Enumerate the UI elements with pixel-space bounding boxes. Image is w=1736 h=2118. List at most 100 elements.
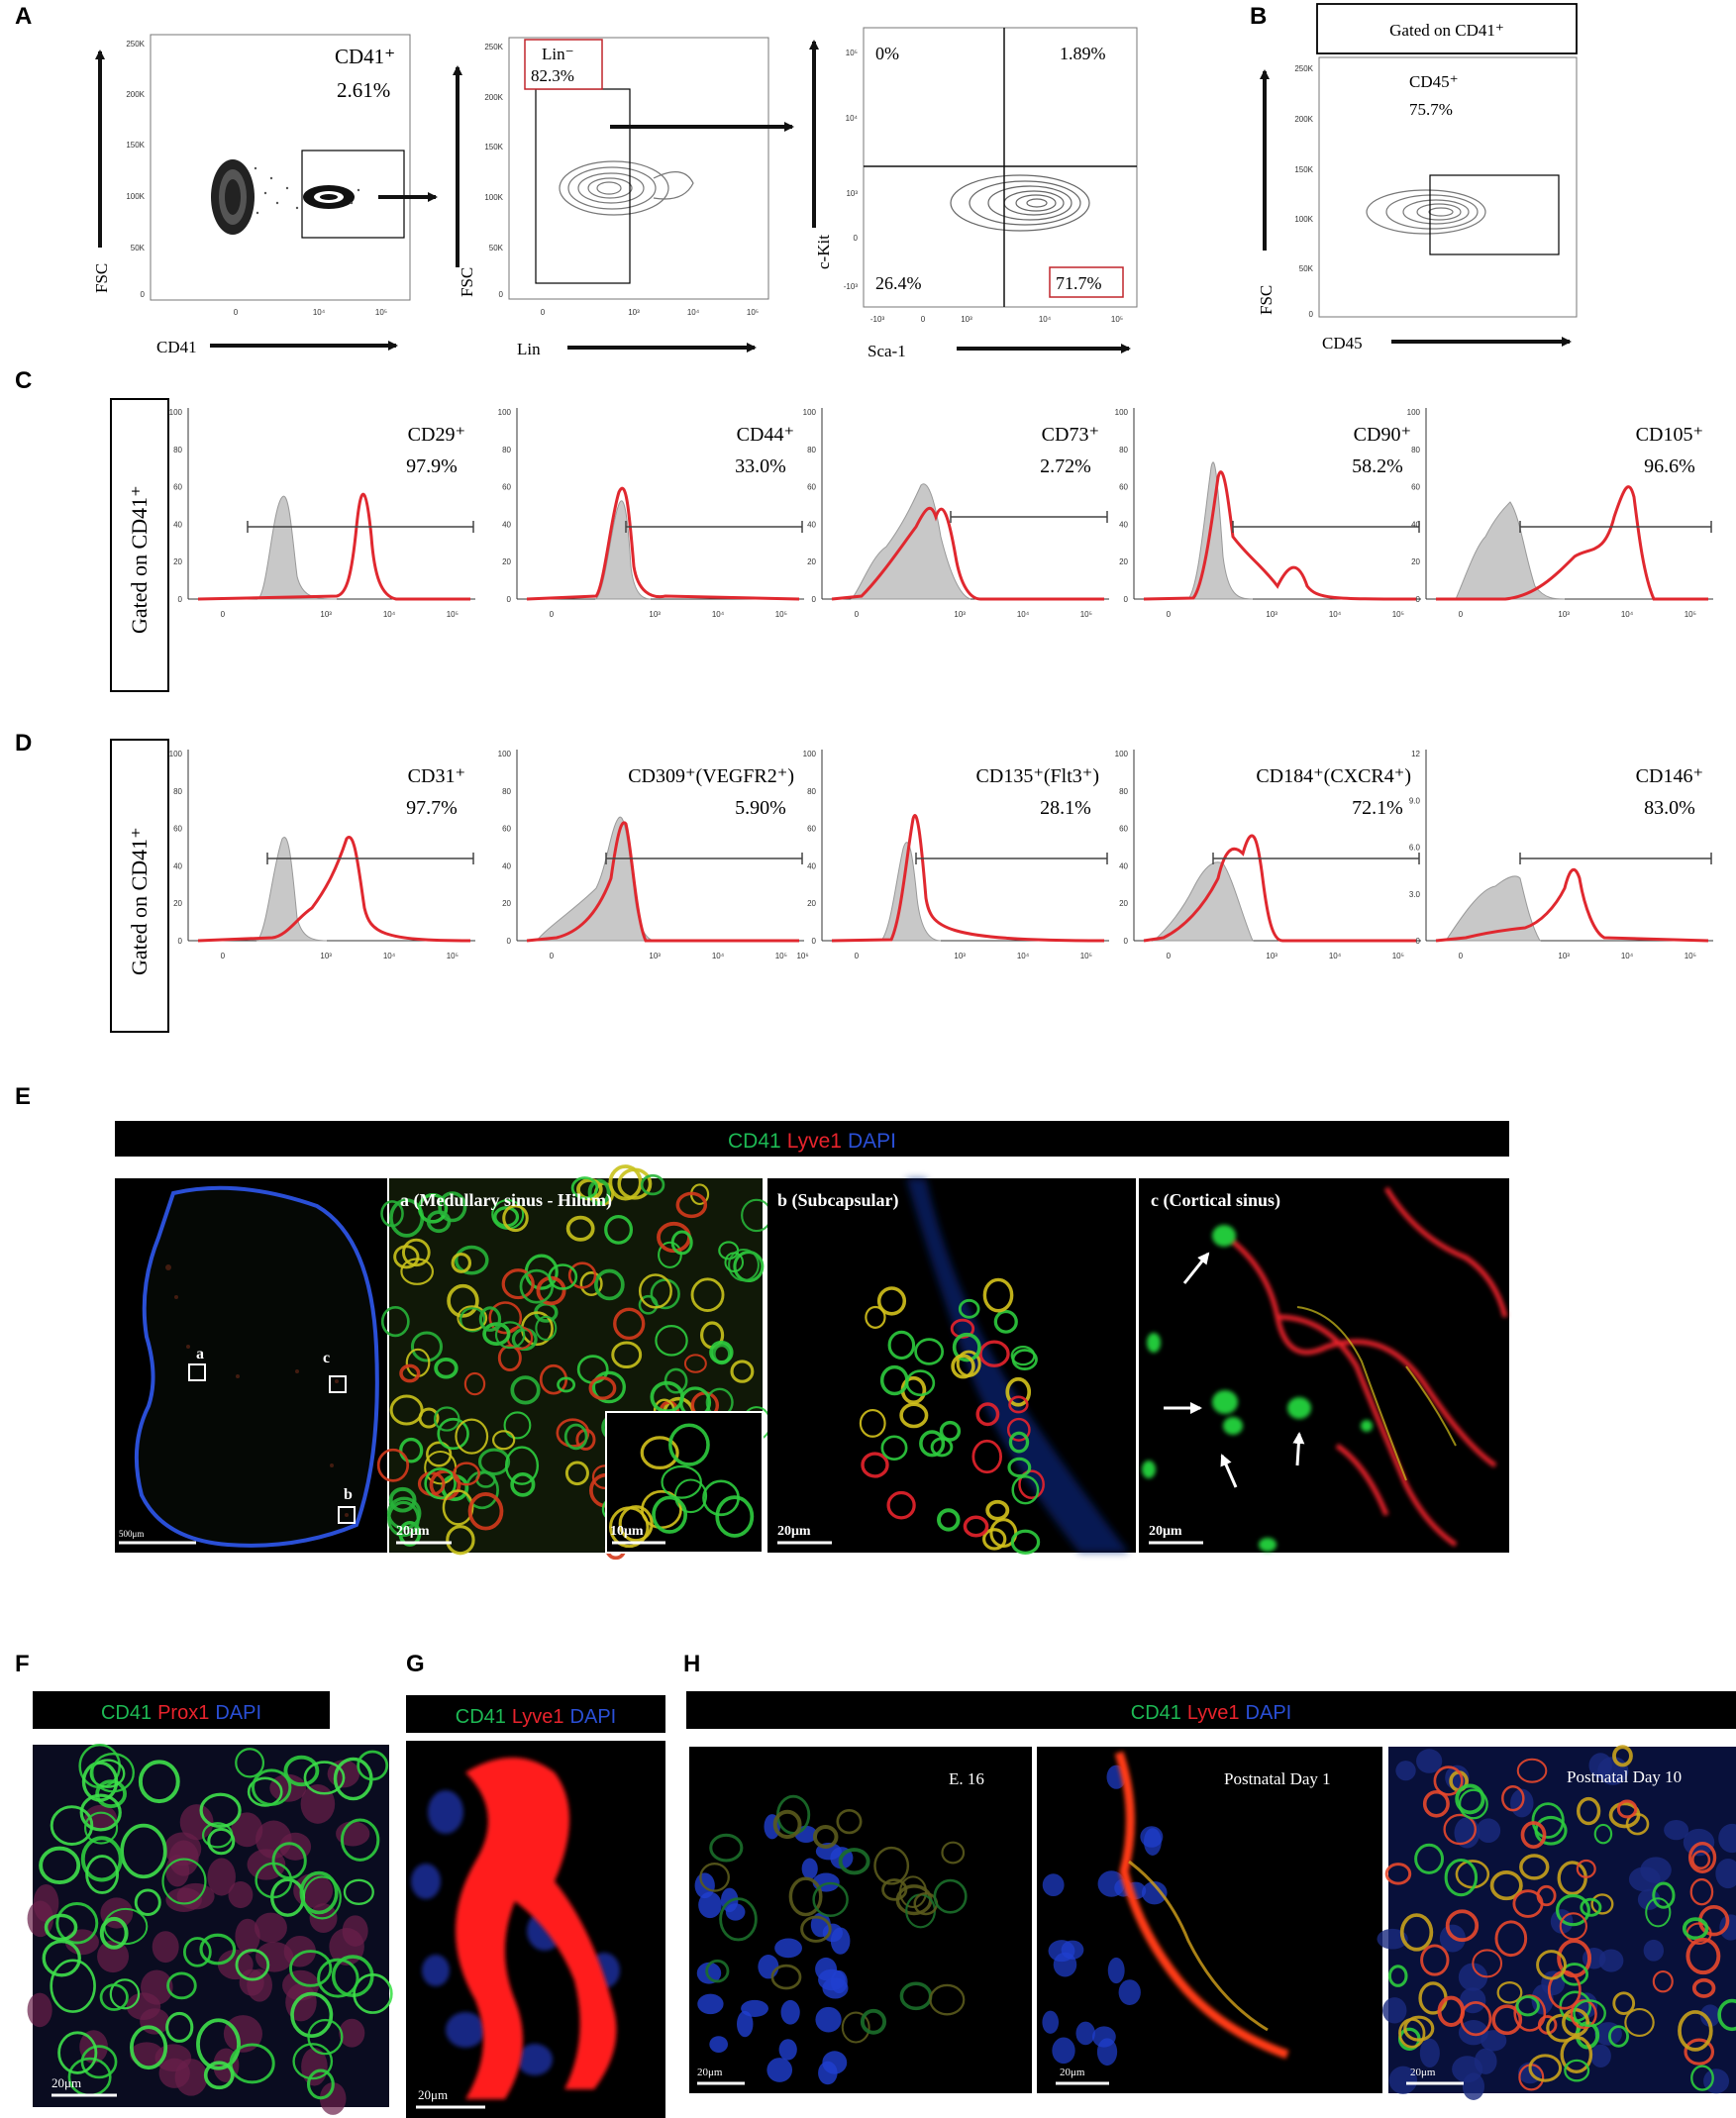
y-tick-label: 0 — [178, 595, 183, 604]
image-h-p1: Postnatal Day 1 20μm — [1037, 1747, 1382, 2093]
panel-letter-b: B — [1250, 3, 1267, 30]
svg-text:10³: 10³ — [846, 189, 858, 198]
x-tick-label: 10⁵ — [775, 952, 787, 960]
histogram-5: 100 80 60 40 20 0 0 10³ 10⁴ 10⁵ CD105⁺ 96.6% — [1407, 408, 1713, 619]
panel-f: CD41 Prox1 DAPI 20μm — [27, 1691, 393, 2115]
x-tick-label: 10⁵ — [1392, 952, 1404, 960]
stain-legend: CD41 Prox1 DAPI — [101, 1702, 261, 1724]
scale-bar-label: 20μm — [396, 1524, 430, 1539]
panel-letter-d: D — [15, 730, 32, 756]
x-tick-label: 10⁴ — [712, 952, 725, 960]
y-tick-label: 40 — [173, 861, 182, 870]
x-tick-label: 10⁴ — [1329, 952, 1342, 960]
scale-bar-label: 20μm — [697, 2067, 723, 2078]
x-tick-label: 10³ — [1266, 952, 1277, 960]
marker-name: CD146⁺ — [1636, 765, 1703, 787]
y-tick-label: 80 — [502, 787, 511, 796]
histogram-4: 100 80 60 40 20 0 0 10³ 10⁴ 10⁵ CD184⁺(CXCR4⁺) 72.1… — [1115, 750, 1421, 960]
y-tick-label: 3.0 — [1409, 890, 1421, 899]
panel-c: Gated on CD41⁺ 100 80 60 40 20 0 0 10³ 10⁴ 10⁵ CD2… — [110, 398, 1713, 692]
panel-a: 250K 200K 150K 100K 50K 0 0 10⁴ 10⁵ — [92, 27, 1138, 360]
plot-a1: 250K 200K 150K 100K 50K 0 0 10⁴ 10⁵ — [92, 34, 438, 356]
histogram-4: 100 80 60 40 20 0 0 10³ 10⁴ 10⁵ CD90⁺ 58.2% — [1115, 408, 1421, 619]
x-tick-label: 0 — [1459, 952, 1464, 960]
x-tick-label: 10³ — [954, 952, 966, 960]
x-tick-label: 10⁶ — [796, 952, 808, 960]
marker-percent: 72.1% — [1352, 797, 1403, 819]
stain-legend-bar — [115, 1121, 1509, 1157]
x-tick-label: 10⁴ — [1017, 952, 1030, 960]
scale-bar-label: 20μm — [777, 1524, 811, 1539]
panel-letter-c: C — [15, 367, 32, 394]
y-tick-label: 0 — [1124, 937, 1129, 946]
y-tick-label: 100 — [169, 408, 183, 417]
gate-percent: 82.3% — [531, 66, 574, 85]
svg-text:-10³: -10³ — [870, 315, 885, 324]
y-tick-label: 60 — [1411, 483, 1420, 492]
panel-g: CD41 Lyve1 DAPI 20μm — [406, 1695, 665, 2118]
x-tick-label: 0 — [221, 952, 226, 960]
y-tick-label: 80 — [173, 446, 182, 454]
y-tick-label: 40 — [1119, 861, 1128, 870]
svg-text:0: 0 — [541, 308, 546, 317]
y-tick-label: 0 — [1124, 595, 1129, 604]
svg-text:100K: 100K — [484, 193, 503, 202]
y-tick-label: 80 — [502, 446, 511, 454]
x-tick-label: 10⁴ — [1329, 610, 1342, 619]
x-tick-label: 10³ — [649, 952, 661, 960]
y-tick-label: 40 — [502, 520, 511, 529]
image-title: a (Medullary sinus - Hilum) — [400, 1190, 612, 1211]
y-tick-label: 60 — [173, 825, 182, 834]
x-tick-label: 10³ — [649, 610, 661, 619]
x-tick-label: 10⁵ — [775, 610, 787, 619]
histogram-1: 100 80 60 40 20 0 0 10³ 10⁴ 10⁵ CD31⁺ 97.7% — [169, 750, 475, 960]
marker-name: CD184⁺(CXCR4⁺) — [1256, 765, 1411, 787]
image-title: b (Subcapsular) — [777, 1190, 899, 1211]
y-tick-label: 20 — [173, 899, 182, 908]
marker-name: CD73⁺ — [1042, 424, 1099, 446]
image-title: c (Cortical sinus) — [1151, 1190, 1280, 1211]
y-axis-label: FSC — [458, 267, 476, 297]
marker-percent: 2.72% — [1040, 455, 1091, 477]
x-tick-label: 10⁵ — [1685, 952, 1696, 960]
y-tick-label: 20 — [502, 557, 511, 566]
y-tick-label: 100 — [498, 750, 512, 758]
y-tick-label: 20 — [1119, 899, 1128, 908]
x-tick-label: 10⁵ — [1080, 952, 1092, 960]
x-tick-label: 0 — [855, 952, 860, 960]
y-axis-label: FSC — [1257, 285, 1276, 315]
svg-text:10⁵: 10⁵ — [747, 308, 759, 317]
panel-letter-g: G — [406, 1651, 425, 1677]
y-tick-label: 20 — [807, 557, 816, 566]
histogram-1: 100 80 60 40 20 0 0 10³ 10⁴ 10⁵ CD29⁺ 97.9% — [169, 408, 475, 619]
x-tick-label: 0 — [1167, 952, 1172, 960]
y-tick-label: 0 — [812, 937, 817, 946]
gate-lin — [535, 88, 631, 284]
y-tick-label: 40 — [173, 520, 182, 529]
gate-label: CD41⁺ — [335, 45, 395, 68]
histogram-3: 100 80 60 40 20 0 0 10³ 10⁴ 10⁵ CD73⁺ 2.72% — [803, 408, 1109, 619]
x-tick-label: 0 — [1167, 610, 1172, 619]
svg-text:10⁴: 10⁴ — [1039, 315, 1052, 324]
y-axis-label: FSC — [92, 263, 111, 293]
svg-text:250K: 250K — [1294, 64, 1313, 73]
marker-percent: 83.0% — [1644, 797, 1695, 819]
x-axis-label: Sca-1 — [868, 342, 906, 360]
image-e-b: b (Subcapsular) 20μm — [767, 1178, 1136, 1555]
svg-text:50K: 50K — [1299, 264, 1314, 273]
stain-legend: CD41 Lyve1 DAPI — [1131, 1702, 1291, 1724]
gate-header-text: Gated on CD41⁺ — [1389, 21, 1504, 40]
image-label: Postnatal Day 10 — [1567, 1767, 1682, 1786]
y-tick-label: 0 — [1416, 595, 1421, 604]
y-tick-label: 80 — [807, 787, 816, 796]
svg-text:0: 0 — [141, 290, 146, 299]
svg-text:0: 0 — [1309, 310, 1314, 319]
side-label: Gated on CD41⁺ — [127, 485, 152, 634]
svg-text:10⁵: 10⁵ — [846, 49, 858, 57]
inset-image — [605, 1411, 764, 1554]
svg-text:10⁵: 10⁵ — [1111, 315, 1123, 324]
svg-text:50K: 50K — [489, 244, 504, 252]
panel-e: CD41 Lyve1 DAPI a c b 500μm 10μm a (Medull… — [115, 1121, 1509, 1561]
svg-text:10⁵: 10⁵ — [375, 308, 387, 317]
